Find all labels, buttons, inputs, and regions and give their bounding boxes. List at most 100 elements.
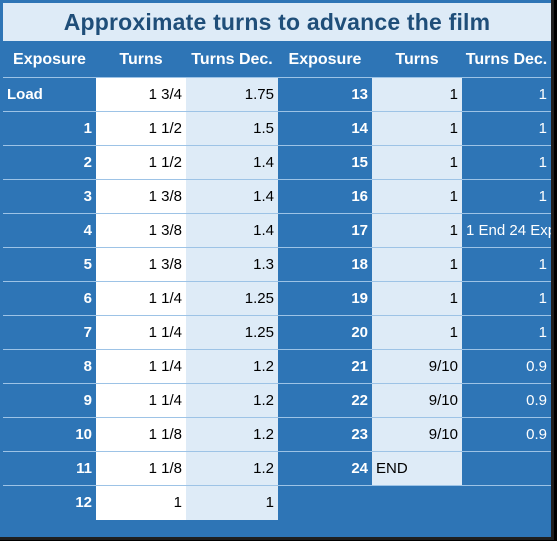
exposure-cell[interactable]: 12 [3,485,96,520]
turns-dec-cell-2[interactable]: 0.9 [462,349,551,384]
table-title: Approximate turns to advance the film [3,3,551,41]
turns-cell[interactable]: 1 1/8 [96,451,186,486]
turns-cell[interactable]: 1 1/8 [96,417,186,452]
turns-dec-cell-2[interactable]: 1 [462,111,551,146]
exposure-cell-2[interactable]: 20 [278,315,372,350]
exposure-cell[interactable]: 3 [3,179,96,214]
turns-cell[interactable]: 1 [96,485,186,520]
exposure-cell[interactable]: 5 [3,247,96,282]
turns-dec-cell[interactable]: 1.25 [186,281,278,316]
turns-dec-cell[interactable]: 1.3 [186,247,278,282]
header-turns: Turns [96,43,186,78]
turns-dec-cell-2[interactable]: 1 [462,315,551,350]
turns-dec-cell-2[interactable]: 1 [462,179,551,214]
turns-cell[interactable]: 1 1/4 [96,315,186,350]
turns-cell-2[interactable]: 1 [372,77,462,112]
turns-dec-cell-2[interactable] [462,451,551,486]
turns-dec-cell-2[interactable]: 1 [462,77,551,112]
turns-dec-cell[interactable]: 1.25 [186,315,278,350]
exposure-cell-2[interactable] [278,485,372,520]
turns-cell-2[interactable] [372,485,462,520]
exposure-cell[interactable]: 11 [3,451,96,486]
exposure-cell-2[interactable]: 15 [278,145,372,180]
turns-cell-2[interactable]: 1 [372,179,462,214]
exposure-cell-2[interactable]: 13 [278,77,372,112]
turns-cell[interactable]: 1 1/4 [96,349,186,384]
exposure-cell-2[interactable]: 24 [278,451,372,486]
turns-dec-cell-2[interactable]: 1 [462,145,551,180]
header-row: Exposure Turns Turns Dec. Exposure Turns… [3,43,551,78]
turns-cell[interactable]: 1 1/4 [96,383,186,418]
turns-cell-2[interactable]: 9/10 [372,417,462,452]
turns-cell[interactable]: 1 3/8 [96,179,186,214]
turns-cell[interactable]: 1 3/8 [96,213,186,248]
turns-dec-cell[interactable]: 1.2 [186,451,278,486]
turns-cell-2[interactable]: 1 [372,213,462,248]
turns-dec-cell[interactable]: 1 [186,485,278,520]
turns-cell-2[interactable]: 1 [372,281,462,316]
exposure-cell[interactable]: 8 [3,349,96,384]
turns-dec-cell-2[interactable] [462,485,551,520]
exposure-cell-2[interactable]: 17 [278,213,372,248]
turns-cell[interactable]: 1 1/4 [96,281,186,316]
exposure-cell-2[interactable]: 18 [278,247,372,282]
turns-cell-2[interactable]: 9/10 [372,383,462,418]
turns-dec-cell[interactable]: 1.75 [186,77,278,112]
exposure-cell[interactable]: 4 [3,213,96,248]
table-row: Load 1 3/4 1.75 13 1 1 [3,77,551,112]
turns-cell-2[interactable]: 1 [372,145,462,180]
turns-dec-cell-2[interactable]: 0.9 [462,383,551,418]
turns-dec-cell[interactable]: 1.5 [186,111,278,146]
turns-cell-2[interactable]: END [372,451,462,486]
exposure-cell[interactable]: 2 [3,145,96,180]
header-turns-dec-2: Turns Dec. [462,43,551,78]
header-exposure: Exposure [3,43,96,78]
turns-table: Exposure Turns Turns Dec. Exposure Turns… [3,43,551,520]
turns-cell-2[interactable]: 9/10 [372,349,462,384]
turns-dec-cell[interactable]: 1.4 [186,145,278,180]
exposure-cell[interactable]: 9 [3,383,96,418]
turns-dec-cell[interactable]: 1.4 [186,213,278,248]
exposure-cell-2[interactable]: 19 [278,281,372,316]
turns-dec-cell-2[interactable]: 0.9 [462,417,551,452]
table-row: 10 1 1/8 1.2 23 9/10 0.9 [3,417,551,452]
exposure-cell-2[interactable]: 22 [278,383,372,418]
header-turns-2: Turns [372,43,462,78]
exposure-cell-2[interactable]: 16 [278,179,372,214]
exposure-cell[interactable]: 10 [3,417,96,452]
turns-dec-cell[interactable]: 1.2 [186,383,278,418]
turns-dec-cell[interactable]: 1.2 [186,417,278,452]
table-row: 12 1 1 [3,485,551,520]
header-turns-dec: Turns Dec. [186,43,278,78]
turns-cell-2[interactable]: 1 [372,315,462,350]
header-exposure-2: Exposure [278,43,372,78]
turns-dec-cell-2[interactable]: 1 [462,281,551,316]
turns-cell[interactable]: 1 3/8 [96,247,186,282]
turns-dec-cell[interactable]: 1.4 [186,179,278,214]
turns-dec-cell-2[interactable]: 1 End 24 Exp [462,213,551,248]
exposure-cell-2[interactable]: 21 [278,349,372,384]
turns-cell-2[interactable]: 1 [372,111,462,146]
turns-dec-cell[interactable]: 1.2 [186,349,278,384]
turns-cell[interactable]: 1 3/4 [96,77,186,112]
exposure-cell-2[interactable]: 23 [278,417,372,452]
exposure-cell[interactable]: Load [3,77,96,112]
turns-cell[interactable]: 1 1/2 [96,145,186,180]
turns-cell[interactable]: 1 1/2 [96,111,186,146]
exposure-cell-2[interactable]: 14 [278,111,372,146]
exposure-cell[interactable]: 1 [3,111,96,146]
exposure-cell[interactable]: 6 [3,281,96,316]
exposure-cell[interactable]: 7 [3,315,96,350]
turns-dec-cell-2[interactable]: 1 [462,247,551,282]
turns-cell-2[interactable]: 1 [372,247,462,282]
